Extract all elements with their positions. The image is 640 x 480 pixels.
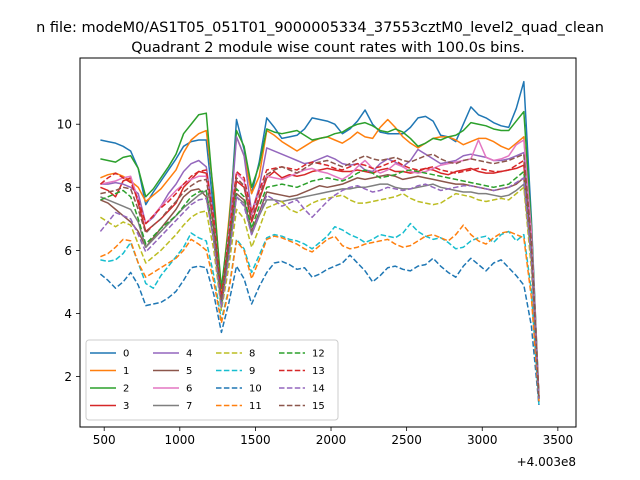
legend-label-0: 0 <box>123 349 129 360</box>
series-line-2 <box>100 110 540 399</box>
plot-lines <box>99 80 540 405</box>
series-line-8 <box>100 186 540 399</box>
legend-label-6: 6 <box>186 384 192 395</box>
series-line-15 <box>100 153 540 399</box>
legend-label-9: 9 <box>249 366 255 377</box>
series-line-0 <box>100 80 540 399</box>
series-line-13 <box>99 159 540 399</box>
figure-suptitle: n file: modeM0/AS1T05_051T01_9000005334_… <box>36 20 604 36</box>
x-tick-label: 2000 <box>316 433 347 447</box>
series-line-3 <box>100 164 540 402</box>
series-line-11 <box>100 224 540 402</box>
legend-label-12: 12 <box>312 349 325 360</box>
legend-label-2: 2 <box>123 384 129 395</box>
legend-label-8: 8 <box>249 349 255 360</box>
series-line-9 <box>100 222 540 405</box>
x-tick-label: 3500 <box>543 433 574 447</box>
x-tick-label: 3000 <box>467 433 498 447</box>
legend-label-4: 4 <box>186 349 192 360</box>
legend-label-14: 14 <box>312 384 325 395</box>
legend-label-10: 10 <box>249 384 262 395</box>
legend-label-5: 5 <box>186 366 192 377</box>
y-tick-label: 4 <box>64 307 72 321</box>
series-line-4 <box>100 136 540 399</box>
y-tick-label: 2 <box>64 370 72 384</box>
x-tick-label: 1500 <box>240 433 271 447</box>
legend-label-3: 3 <box>123 401 129 412</box>
series-line-10 <box>99 254 540 405</box>
y-tick-label: 10 <box>57 118 72 132</box>
legend-label-11: 11 <box>249 401 262 412</box>
legend-label-15: 15 <box>312 401 325 412</box>
series-line-5 <box>100 173 540 399</box>
x-tick-label: 500 <box>93 433 116 447</box>
series-line-14 <box>99 177 540 399</box>
y-tick-label: 8 <box>64 181 72 195</box>
axes-frame <box>79 57 577 428</box>
legend-label-1: 1 <box>123 366 129 377</box>
y-axis: 2 4 6 8 10 <box>57 118 80 384</box>
series-line-12 <box>100 169 540 399</box>
x-tick-label: 2500 <box>391 433 422 447</box>
chart-title: Quadrant 2 module wise count rates with … <box>131 40 525 56</box>
x-axis: 500 1000 1500 2000 2500 3000 3500 <box>93 427 573 447</box>
legend-label-13: 13 <box>312 366 325 377</box>
x-axis-offset-label: +4.003e8 <box>517 455 576 469</box>
legend-frame <box>85 339 339 421</box>
legend-label-7: 7 <box>186 401 192 412</box>
y-tick-label: 6 <box>64 244 72 258</box>
x-tick-label: 1000 <box>165 433 196 447</box>
